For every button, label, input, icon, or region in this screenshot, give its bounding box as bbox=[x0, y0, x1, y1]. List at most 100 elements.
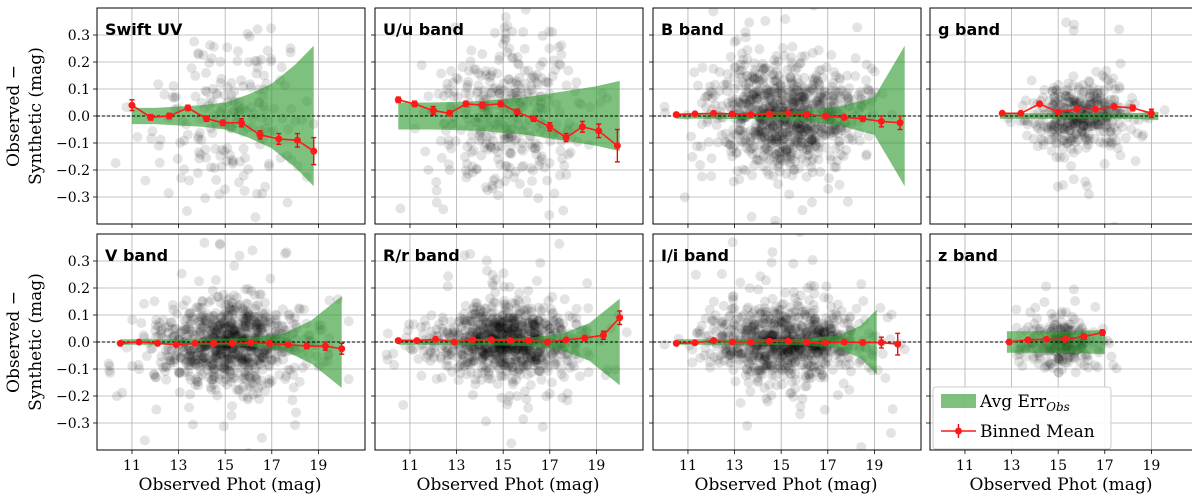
scatter-point bbox=[727, 291, 738, 302]
scatter-point bbox=[696, 97, 707, 108]
scatter-point bbox=[469, 344, 480, 355]
scatter-point bbox=[701, 330, 712, 341]
scatter-point bbox=[491, 314, 502, 325]
scatter-point bbox=[251, 346, 262, 357]
scatter-point bbox=[503, 343, 514, 354]
scatter-point bbox=[464, 65, 475, 76]
scatter-point bbox=[744, 145, 755, 156]
scatter-point bbox=[516, 355, 527, 366]
scatter-point bbox=[442, 354, 453, 365]
scatter-point bbox=[753, 365, 764, 376]
scatter-point bbox=[781, 324, 792, 335]
scatter-point bbox=[739, 325, 750, 336]
scatter-point bbox=[181, 356, 192, 367]
scatter-point bbox=[1079, 128, 1090, 139]
scatter-point bbox=[1092, 94, 1103, 105]
scatter-point bbox=[453, 74, 464, 85]
scatter-point bbox=[266, 56, 277, 67]
scatter-point bbox=[1074, 247, 1084, 257]
scatter-point bbox=[232, 55, 243, 66]
scatter-point bbox=[757, 317, 768, 328]
scatter-point bbox=[461, 172, 472, 183]
scatter-point bbox=[1084, 77, 1095, 88]
scatter-point bbox=[769, 55, 780, 66]
scatter-point bbox=[503, 360, 514, 371]
scatter-point bbox=[514, 288, 525, 299]
scatter-point bbox=[226, 317, 237, 328]
binned-mean-point bbox=[1147, 109, 1155, 117]
binned-mean-point bbox=[821, 112, 829, 120]
scatter-point bbox=[534, 365, 545, 376]
scatter-point bbox=[738, 94, 749, 105]
scatter-point bbox=[413, 353, 424, 364]
scatter-point bbox=[1059, 134, 1070, 145]
scatter-point bbox=[856, 89, 867, 100]
scatter-point bbox=[795, 234, 805, 237]
scatter-point bbox=[806, 352, 817, 363]
scatter-point bbox=[502, 344, 513, 355]
scatter-point bbox=[1086, 98, 1097, 109]
scatter-point bbox=[216, 144, 227, 155]
scatter-point bbox=[786, 153, 797, 164]
scatter-point bbox=[246, 328, 257, 339]
scatter-point bbox=[501, 161, 512, 172]
scatter-point bbox=[791, 322, 802, 333]
scatter-point bbox=[805, 308, 816, 319]
scatter-point bbox=[503, 328, 514, 339]
scatter-point bbox=[751, 328, 762, 339]
scatter-point bbox=[234, 325, 245, 336]
scatter-point bbox=[555, 59, 566, 70]
y-tick-label: −0.2 bbox=[56, 163, 90, 179]
scatter-point bbox=[227, 301, 238, 312]
scatter-point bbox=[222, 329, 233, 340]
scatter-point bbox=[758, 161, 769, 172]
scatter-point bbox=[793, 97, 804, 108]
scatter-point bbox=[433, 88, 444, 99]
scatter-point bbox=[834, 91, 845, 102]
scatter-point bbox=[741, 97, 752, 108]
panel-title: R/r band bbox=[383, 246, 460, 265]
scatter-point bbox=[807, 308, 818, 319]
scatter-point bbox=[759, 348, 770, 359]
scatter-point bbox=[737, 137, 748, 148]
scatter-point bbox=[503, 74, 514, 85]
scatter-point bbox=[789, 164, 800, 175]
scatter-point bbox=[290, 420, 301, 431]
scatter-point bbox=[230, 326, 241, 337]
scatter-point bbox=[163, 321, 174, 332]
scatter-point bbox=[531, 355, 542, 366]
scatter-point bbox=[1061, 91, 1072, 102]
scatter-point bbox=[820, 320, 831, 331]
scatter-point bbox=[154, 157, 165, 168]
scatter-point bbox=[726, 347, 737, 358]
scatter-point bbox=[1078, 86, 1089, 97]
scatter-point bbox=[258, 352, 269, 363]
scatter-point bbox=[717, 100, 728, 111]
scatter-point bbox=[227, 353, 238, 364]
scatter-point bbox=[194, 361, 205, 372]
scatter-point bbox=[285, 313, 296, 324]
scatter-point bbox=[448, 77, 459, 88]
scatter-point bbox=[757, 119, 768, 130]
scatter-point bbox=[747, 351, 758, 362]
scatter-point bbox=[767, 328, 778, 339]
scatter-point bbox=[774, 356, 785, 367]
scatter-point bbox=[219, 351, 230, 362]
scatter-point bbox=[183, 344, 194, 355]
scatter-point bbox=[200, 358, 211, 369]
scatter-point bbox=[186, 356, 197, 367]
scatter-point bbox=[258, 346, 269, 357]
scatter-point bbox=[777, 135, 788, 146]
scatter-point bbox=[491, 327, 502, 338]
scatter-point bbox=[290, 407, 301, 418]
scatter-point bbox=[750, 331, 761, 342]
scatter-point bbox=[216, 318, 227, 329]
scatter-point bbox=[551, 315, 562, 326]
scatter-point bbox=[1083, 75, 1094, 86]
scatter-point bbox=[549, 359, 560, 370]
scatter-point bbox=[485, 321, 496, 332]
scatter-point bbox=[255, 319, 266, 330]
scatter-point bbox=[230, 309, 241, 320]
scatter-point bbox=[811, 141, 822, 152]
scatter-point bbox=[192, 354, 203, 365]
